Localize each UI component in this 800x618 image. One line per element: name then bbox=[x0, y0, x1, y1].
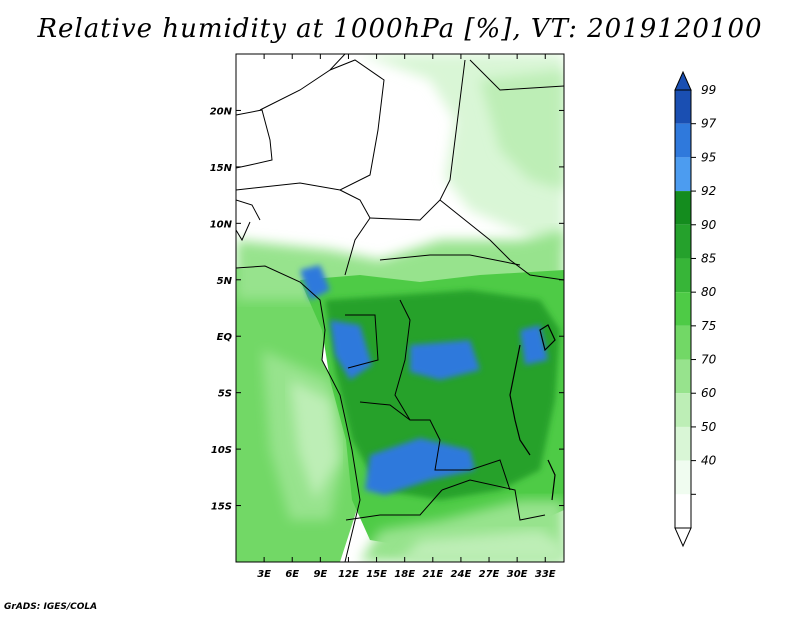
colorbar-label: 95 bbox=[701, 150, 716, 164]
lat-tick-label: 15N bbox=[210, 163, 233, 174]
colorbar-band bbox=[675, 292, 691, 326]
colorbar-label: 90 bbox=[701, 218, 717, 232]
lat-tick-label: EQ bbox=[217, 332, 233, 343]
colorbar-max-triangle bbox=[674, 70, 692, 91]
lon-tick-label: 12E bbox=[338, 569, 359, 580]
colorbar-label: 75 bbox=[701, 319, 716, 333]
country-borders bbox=[236, 54, 564, 562]
plot-frame bbox=[235, 53, 565, 563]
colorbar-label: 92 bbox=[701, 184, 716, 198]
colorbar-band bbox=[675, 426, 691, 461]
south-east-light bbox=[400, 530, 564, 562]
lake-tanganyika-outline bbox=[509, 344, 531, 456]
saturated-cores bbox=[300, 265, 548, 495]
colorbar-band bbox=[675, 460, 691, 495]
colorbar-label: 70 bbox=[701, 353, 717, 367]
colorbar-band-below bbox=[675, 494, 691, 528]
lon-tick-label: 33E bbox=[535, 569, 556, 580]
congo-basin-darker bbox=[325, 290, 560, 500]
lon-tick-label: 21E bbox=[422, 569, 443, 580]
lat-tick-label: 20N bbox=[210, 106, 233, 117]
axis-ticks: 3E 6E 9E 12E 15E 18E 21E 24E 27E 30E 33E 20N 15N 10N 5… bbox=[210, 54, 564, 580]
north-east-moist-core bbox=[480, 70, 564, 190]
colorbar-label: 85 bbox=[701, 251, 716, 265]
colorbar-band bbox=[675, 393, 691, 427]
map-title: Relative humidity at 1000hPa [%], VT: 20… bbox=[37, 14, 763, 44]
lat-tick-label: 10N bbox=[210, 219, 233, 230]
lon-tick-label: 30E bbox=[507, 569, 528, 580]
colorbar-band bbox=[675, 157, 691, 192]
colorbar-label: 99 bbox=[701, 83, 716, 97]
colorbar-band bbox=[675, 224, 691, 259]
colorbar-band bbox=[675, 123, 691, 158]
colorbar-band bbox=[675, 325, 691, 360]
grads-credit: GrADS: IGES/COLA bbox=[4, 602, 98, 612]
lon-tick-label: 24E bbox=[451, 569, 472, 580]
colorbar-band bbox=[675, 191, 691, 225]
lat-tick-label: 5S bbox=[218, 389, 232, 400]
lat-tick-label: 10S bbox=[211, 445, 232, 456]
lon-tick-label: 3E bbox=[257, 569, 271, 580]
lat-tick-label: 5N bbox=[217, 276, 233, 287]
lon-tick-label: 15E bbox=[366, 569, 387, 580]
lake-malawi-outline bbox=[547, 459, 556, 501]
lat-tick-label: 15S bbox=[211, 502, 232, 513]
colorbar-band bbox=[675, 359, 691, 394]
lake-victoria-outline bbox=[539, 324, 556, 352]
colorbar-band bbox=[675, 90, 691, 124]
lon-tick-label: 9E bbox=[313, 569, 327, 580]
ocean-drier-patch bbox=[290, 380, 338, 500]
colorbar-min-triangle bbox=[674, 527, 692, 548]
lon-tick-label: 27E bbox=[479, 569, 500, 580]
lon-tick-label: 6E bbox=[285, 569, 299, 580]
colorbar: 99 97 95 92 90 85 80 75 70 60 50 40 bbox=[674, 70, 717, 548]
colorbar-label: 60 bbox=[701, 386, 717, 400]
colorbar-label: 50 bbox=[701, 420, 717, 434]
colorbar-label: 40 bbox=[701, 454, 717, 468]
colorbar-label: 97 bbox=[701, 117, 717, 131]
colorbar-label: 80 bbox=[701, 285, 717, 299]
lakes bbox=[509, 324, 556, 501]
colorbar-band bbox=[675, 258, 691, 293]
humidity-field bbox=[236, 54, 564, 562]
lon-tick-label: 18E bbox=[394, 569, 415, 580]
